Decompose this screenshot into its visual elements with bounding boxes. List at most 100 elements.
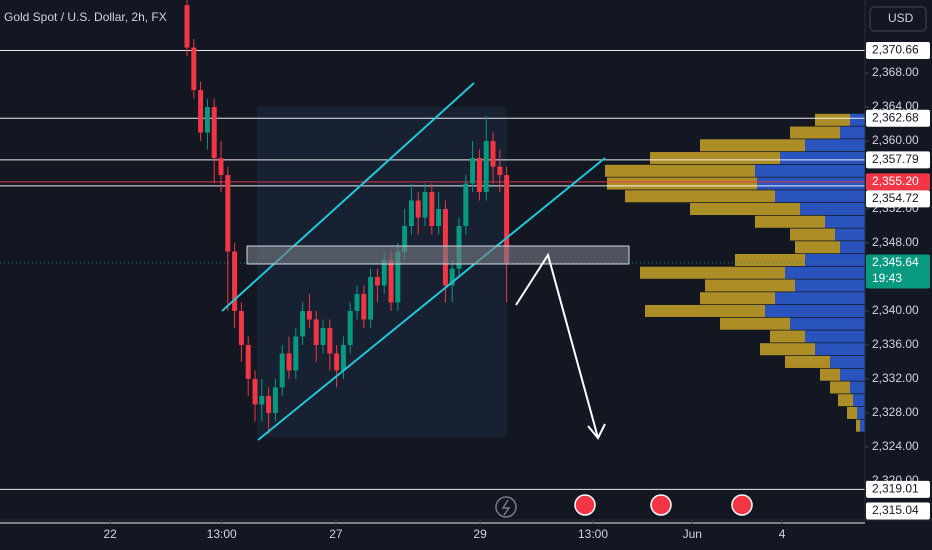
currency[interactable]: USD	[888, 11, 914, 25]
candle-body	[476, 158, 482, 193]
candle-body	[368, 276, 374, 320]
currency-button[interactable]	[869, 6, 927, 32]
y-tick-label: 2,360.00	[872, 133, 919, 147]
candle-body	[327, 327, 333, 354]
flag-icon[interactable]	[574, 494, 596, 516]
profile-buy	[840, 241, 865, 254]
candle-body	[238, 310, 244, 345]
arrow-head	[587, 423, 606, 440]
candle-body	[211, 107, 217, 159]
candle-body	[191, 47, 197, 91]
price-badge	[866, 502, 930, 520]
profile-buy	[790, 317, 865, 330]
profile-sell	[785, 355, 830, 368]
profile-buy	[805, 330, 865, 343]
profile-buy	[785, 266, 865, 279]
x-tick-label: 13:00	[578, 527, 608, 541]
candle-body	[245, 344, 251, 379]
y-tick-label: 2,336.00	[872, 337, 919, 351]
candle-body	[449, 268, 455, 286]
profile-buy	[805, 139, 865, 152]
candle-body	[293, 336, 299, 371]
candle-body	[259, 395, 265, 405]
flag-icons	[574, 494, 753, 516]
x-tick-label: Jun	[683, 527, 702, 541]
price-lines	[0, 49, 865, 524]
candle-body	[408, 200, 414, 227]
y-tick-label: 2,364.00	[872, 99, 919, 113]
profile-sell	[645, 304, 765, 317]
candle-body	[279, 353, 285, 388]
profile-sell	[790, 126, 840, 139]
profile-sell	[720, 317, 790, 330]
x-tick-label: 4	[779, 527, 786, 541]
candle-body	[272, 387, 278, 413]
profile-sell	[690, 203, 800, 216]
profile-buy	[850, 381, 865, 394]
price-badge	[866, 190, 930, 208]
event-icon[interactable]	[495, 496, 517, 518]
candle-body	[497, 166, 503, 176]
profile-buy	[765, 304, 865, 317]
candle-body	[470, 158, 476, 184]
candle-body	[300, 310, 306, 337]
profile-sell	[755, 215, 825, 228]
profile-sell	[605, 164, 755, 177]
candle-body	[388, 260, 394, 303]
x-tick-label: 27	[329, 527, 343, 541]
price-badge	[866, 151, 930, 169]
candle-body	[286, 353, 292, 371]
x-axis: 22 13:00 27 29 13:00 Jun 4	[103, 520, 786, 541]
profile-sell	[847, 406, 857, 419]
profile-buy	[850, 113, 865, 126]
price-badge	[866, 109, 930, 127]
x-tick-label: 22	[103, 527, 117, 541]
candle-body	[266, 395, 272, 413]
x-tick-label: 13:00	[207, 527, 237, 541]
profile-buy	[860, 419, 865, 432]
profile-sell	[770, 330, 805, 343]
price-badge-label: 2,345.64	[872, 255, 919, 269]
profile-sell	[700, 139, 805, 152]
volume-profile	[605, 113, 865, 432]
x-tick-label: 29	[473, 527, 487, 541]
price-badge	[866, 480, 930, 498]
price-badge-label: 2,357.79	[872, 152, 919, 166]
profile-sell	[705, 279, 795, 292]
price-badge-label: 2,355.20	[872, 174, 919, 188]
candle-body	[218, 158, 224, 176]
profile-buy	[805, 254, 865, 266]
flag-icon[interactable]	[650, 494, 672, 516]
candle-body	[504, 175, 510, 264]
y-tick-label: 2,348.00	[872, 235, 919, 249]
candle-body	[402, 226, 408, 252]
channel-upper	[221, 82, 475, 312]
candle-body	[415, 200, 421, 218]
profile-sell	[625, 190, 775, 203]
arrow	[515, 252, 599, 439]
profile-sell	[700, 292, 775, 305]
zone	[246, 245, 630, 265]
profile-buy	[755, 164, 865, 177]
profile-sell	[607, 177, 757, 190]
candle-body	[340, 344, 346, 371]
profile-sell	[856, 419, 860, 432]
candle-body	[436, 209, 442, 227]
profile-sell	[650, 152, 780, 165]
flag-icon[interactable]	[731, 494, 753, 516]
profile-sell	[838, 394, 853, 407]
profile-buy	[775, 292, 865, 305]
candle-body	[354, 293, 360, 311]
candle-body	[395, 251, 401, 303]
event-icon-bolt	[501, 499, 511, 516]
profile-buy	[795, 279, 865, 292]
profile-sell	[760, 343, 815, 356]
profile-sell	[820, 368, 840, 381]
profile-buy	[853, 394, 865, 407]
candle-body	[184, 5, 190, 48]
candle-body	[225, 175, 231, 252]
candle-body	[429, 192, 435, 227]
candle-body	[204, 107, 210, 133]
profile-sell	[815, 113, 850, 126]
profile-buy	[815, 343, 865, 356]
